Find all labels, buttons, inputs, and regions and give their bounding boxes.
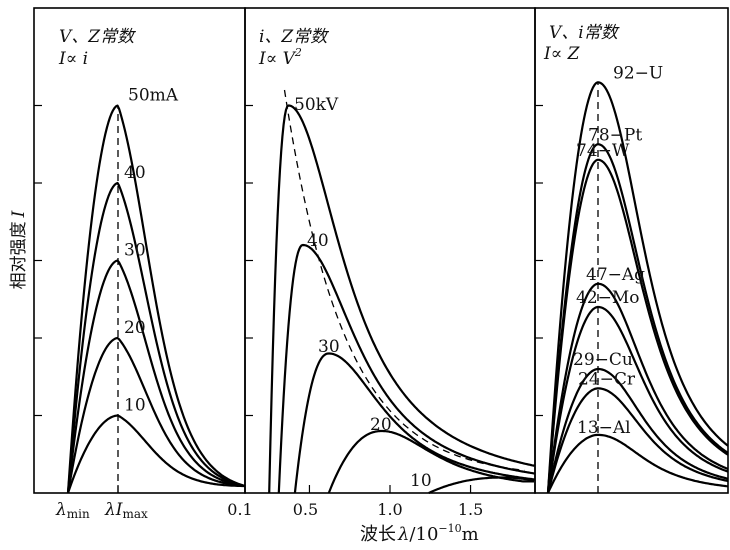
peak-locus-voltage bbox=[283, 89, 525, 472]
curve-layer bbox=[66, 81, 729, 495]
svg-text:相对强度I: 相对强度I bbox=[9, 210, 29, 289]
series-label-layer: 50mA 40 30 20 10 0.5 1.0 1.5 50kV 40 30 20 10 92−U 78−… bbox=[124, 63, 663, 519]
curve-target-42-mo bbox=[546, 305, 729, 494]
curve-voltage-50kv bbox=[268, 104, 535, 494]
label-target-42-mo: 42−Mo bbox=[576, 288, 640, 308]
label-current-40: 40 bbox=[124, 163, 146, 183]
panel-target-header-2: I∝ Z bbox=[543, 44, 581, 64]
label-voltage-40: 40 bbox=[307, 231, 329, 251]
panel-target-frame bbox=[534, 7, 729, 494]
label-current-50ma: 50mA bbox=[128, 86, 179, 106]
curve-current-40 bbox=[66, 181, 246, 494]
curve-voltage-30 bbox=[293, 352, 536, 494]
curve-target-74-w bbox=[546, 158, 729, 494]
label-voltage-50kv: 50kV bbox=[294, 95, 339, 115]
panel-current-header-2: I∝ i bbox=[58, 49, 88, 69]
label-target-24-cr: 24−Cr bbox=[578, 369, 636, 389]
label-voltage-30: 30 bbox=[318, 337, 340, 357]
curve-target-24-cr bbox=[546, 387, 729, 494]
tick-layer bbox=[34, 104, 543, 493]
curve-voltage-10 bbox=[428, 476, 535, 495]
tick-label-1-0: 1.0 bbox=[377, 500, 402, 519]
tick-label-1-5: 1.5 bbox=[458, 500, 483, 519]
curve-target-78-pt bbox=[546, 143, 729, 494]
curve-current-30 bbox=[66, 259, 246, 494]
label-target-74-w: 74−W bbox=[576, 141, 630, 161]
curve-target-92-u bbox=[546, 81, 729, 494]
panel-voltage-header-1: i、Z常数 bbox=[259, 27, 329, 47]
panel-voltage-header-2: I∝ V2 bbox=[258, 46, 302, 69]
curve-target-47-ag bbox=[546, 282, 729, 494]
curve-current-20 bbox=[66, 336, 246, 494]
label-target-92-u: 92−U bbox=[613, 63, 663, 83]
label-current-30: 30 bbox=[124, 241, 146, 261]
panel-target-header-1: V、i常数 bbox=[549, 23, 620, 43]
curve-target-29-cu bbox=[546, 367, 729, 494]
curve-current-10 bbox=[66, 414, 245, 494]
label-voltage-20: 20 bbox=[370, 415, 392, 435]
label-target-78-pt: 78−Pt bbox=[588, 125, 642, 145]
tick-lambda-imax: λImax bbox=[104, 500, 148, 521]
tick-label-0.1: 0.1 bbox=[227, 500, 252, 519]
tick-label-0-5: 0.5 bbox=[293, 500, 318, 519]
label-voltage-10: 10 bbox=[410, 471, 432, 491]
y-axis-label: 相对强度I bbox=[9, 210, 29, 289]
label-current-20: 20 bbox=[124, 318, 146, 338]
curve-current-50ma bbox=[66, 104, 246, 494]
x-axis-label: 波长 λ/10−10m bbox=[360, 522, 479, 545]
label-target-47-ag: 47−Ag bbox=[586, 265, 645, 285]
label-current-10: 10 bbox=[124, 396, 146, 416]
tick-lambda-min: λmin bbox=[55, 500, 90, 521]
curve-target-13-al bbox=[546, 433, 729, 494]
label-target-29-cu: 29−Cu bbox=[573, 350, 633, 370]
panel-current-header-1: V、Z常数 bbox=[59, 27, 136, 47]
label-target-13-al: 13−Al bbox=[577, 418, 631, 438]
